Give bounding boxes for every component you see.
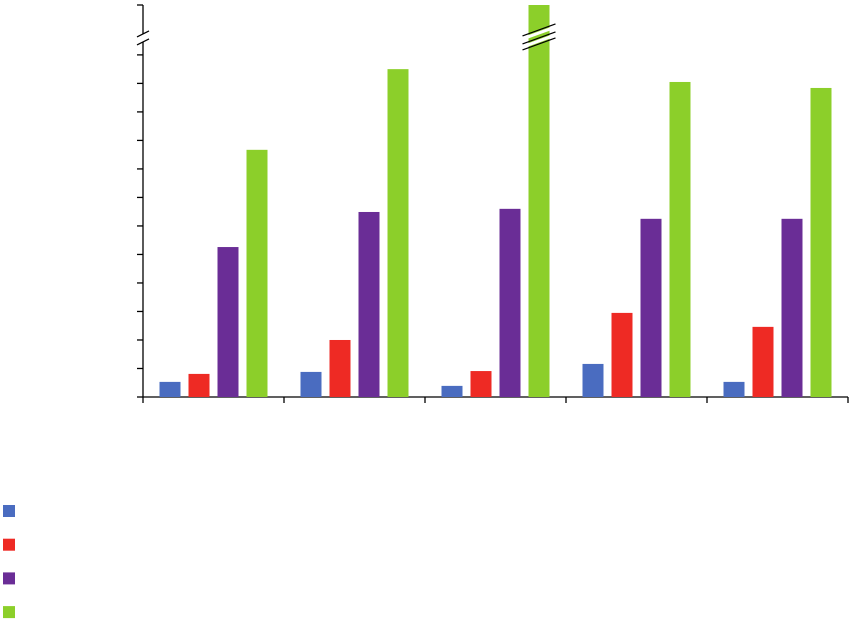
bar bbox=[810, 87, 832, 397]
bar bbox=[441, 385, 463, 397]
bar bbox=[723, 381, 745, 397]
axis-break bbox=[136, 38, 150, 46]
bar bbox=[358, 211, 380, 397]
bar bbox=[159, 381, 181, 397]
bar bbox=[528, 5, 550, 397]
bar bbox=[387, 69, 409, 398]
bar-break bbox=[522, 23, 556, 37]
bar-break bbox=[522, 31, 556, 45]
bar bbox=[246, 149, 268, 397]
bar-break bbox=[521, 33, 557, 49]
legend-swatch bbox=[3, 538, 15, 551]
legend-swatch bbox=[3, 606, 15, 619]
bar bbox=[611, 312, 633, 397]
bar bbox=[752, 326, 774, 397]
axis-break bbox=[136, 30, 150, 38]
bar bbox=[499, 208, 521, 397]
bar bbox=[582, 363, 604, 397]
bar bbox=[640, 218, 662, 397]
bar bbox=[781, 218, 803, 397]
bar-break bbox=[522, 37, 556, 51]
bar bbox=[188, 373, 210, 397]
bar bbox=[669, 81, 691, 397]
bar bbox=[470, 371, 492, 397]
bar bbox=[329, 339, 351, 397]
bar-break bbox=[521, 25, 557, 41]
bar bbox=[300, 371, 322, 397]
legend-swatch bbox=[3, 505, 15, 517]
legend-swatch bbox=[3, 572, 15, 585]
bar bbox=[217, 247, 239, 397]
